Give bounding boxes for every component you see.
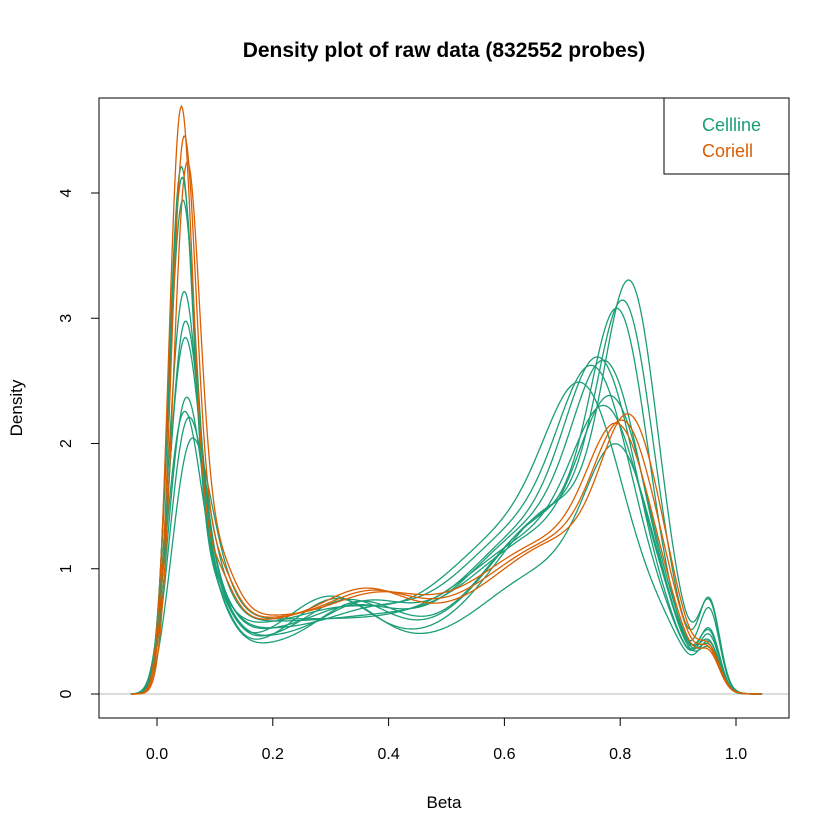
x-tick-label: 0.4 <box>377 746 399 763</box>
density-curve-cellline-10 <box>130 176 763 695</box>
y-tick-label: 3 <box>58 314 75 323</box>
y-tick-label: 0 <box>58 689 75 698</box>
legend-label-cellline: Cellline <box>702 115 761 135</box>
x-tick-label: 0.2 <box>262 746 284 763</box>
x-tick-label: 0.0 <box>146 746 168 763</box>
y-tick-label: 1 <box>58 564 75 573</box>
y-tick-label: 4 <box>58 188 75 197</box>
legend: Cellline Coriell <box>663 97 790 175</box>
density-curve-cellline-9 <box>130 404 763 695</box>
density-curves <box>130 104 763 695</box>
y-tick-label: 2 <box>58 439 75 448</box>
x-axis-label: Beta <box>427 793 463 812</box>
x-tick-label: 0.8 <box>609 746 631 763</box>
chart-title: Density plot of raw data (832552 probes) <box>243 39 646 62</box>
density-curve-cellline-8 <box>130 394 763 695</box>
density-curve-coriell-13 <box>130 160 763 695</box>
legend-label-coriell: Coriell <box>702 141 753 161</box>
y-axis: 0 1 2 3 4 <box>58 188 100 698</box>
density-curve-coriell-11 <box>130 104 763 695</box>
x-tick-label: 0.6 <box>493 746 515 763</box>
density-curve-cellline-2 <box>130 199 763 695</box>
legend-box <box>663 97 790 175</box>
x-axis: 0.0 0.2 0.4 0.6 0.8 1.0 <box>146 717 747 763</box>
density-curve-cellline-3 <box>130 291 763 695</box>
y-axis-label: Density <box>7 379 26 436</box>
x-tick-label: 1.0 <box>725 746 747 763</box>
density-curve-cellline-7 <box>130 381 763 695</box>
density-curve-coriell-12 <box>130 135 763 695</box>
